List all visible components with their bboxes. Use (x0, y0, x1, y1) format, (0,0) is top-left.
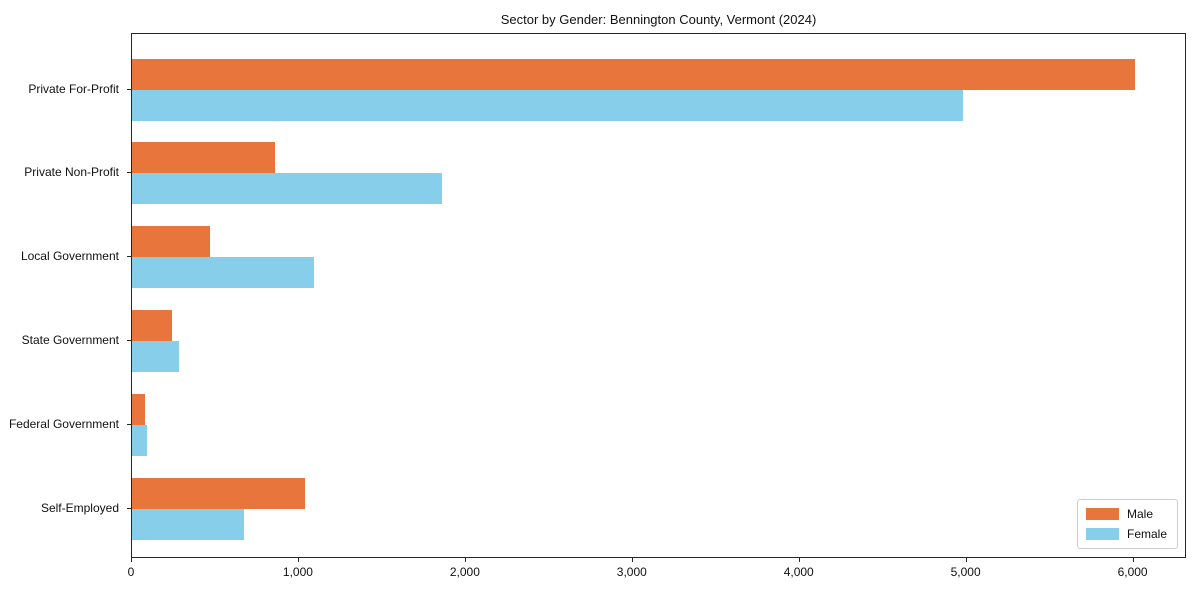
y-tick-label: Local Government (20, 249, 119, 264)
legend-item-female: Female (1085, 527, 1167, 541)
x-tick-mark (131, 558, 132, 562)
x-tick-label: 6,000 (1117, 565, 1148, 579)
x-tick-mark (965, 558, 967, 562)
x-tick-label: 5,000 (950, 565, 981, 579)
bar-male-2 (132, 226, 211, 258)
x-tick-label: 2,000 (449, 565, 480, 579)
legend-label: Female (1126, 527, 1167, 541)
x-tick-mark (297, 558, 299, 562)
bar-female-2 (132, 257, 314, 289)
y-tick-mark (127, 172, 131, 174)
y-tick-label: Private For-Profit (28, 81, 119, 96)
legend-item-male: Male (1085, 507, 1167, 521)
y-tick-mark (127, 424, 131, 426)
y-tick-label: Federal Government (8, 417, 119, 432)
x-tick-mark (798, 558, 800, 562)
legend-label: Male (1126, 507, 1153, 521)
y-tick-mark (127, 508, 131, 509)
bar-female-3 (132, 341, 179, 373)
x-tick-label: 0 (127, 565, 135, 579)
x-tick-label: 3,000 (616, 565, 647, 579)
y-tick-label: State Government (21, 333, 119, 348)
x-tick-mark (631, 558, 633, 562)
chart-title: Sector by Gender: Bennington County, Ver… (500, 12, 817, 27)
legend: Male Female (1076, 499, 1178, 549)
y-tick-label: Self-Employed (40, 501, 119, 515)
legend-swatch-male (1085, 508, 1119, 520)
bar-male-4 (132, 394, 146, 426)
plot-area: Male Female (131, 33, 1186, 558)
x-tick-mark (464, 558, 466, 562)
y-tick-mark (127, 256, 131, 258)
x-tick-label: 1,000 (282, 565, 313, 579)
bar-male-5 (132, 478, 306, 509)
y-tick-mark (127, 340, 131, 342)
y-tick-mark (127, 88, 131, 90)
bar-female-4 (132, 425, 147, 457)
legend-swatch-female (1085, 528, 1119, 540)
x-tick-mark (1132, 558, 1134, 562)
bar-female-5 (132, 509, 244, 540)
bar-female-1 (132, 173, 442, 205)
bar-male-1 (132, 142, 276, 174)
bar-male-3 (132, 310, 172, 342)
y-tick-label: Private Non-Profit (24, 165, 119, 180)
bar-male-0 (132, 58, 1136, 90)
x-tick-label: 4,000 (783, 565, 814, 579)
bar-female-0 (132, 89, 964, 121)
